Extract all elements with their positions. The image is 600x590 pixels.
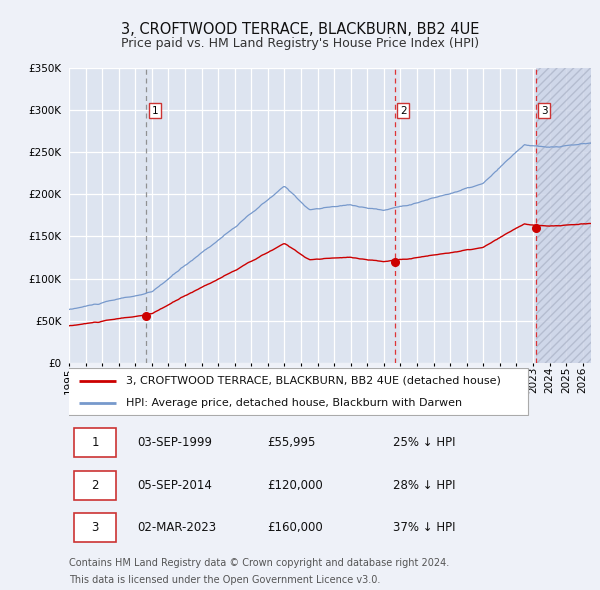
FancyBboxPatch shape (64, 368, 529, 415)
Text: Price paid vs. HM Land Registry's House Price Index (HPI): Price paid vs. HM Land Registry's House … (121, 37, 479, 50)
Bar (74, 513, 116, 542)
Bar (74, 428, 116, 457)
Text: 25% ↓ HPI: 25% ↓ HPI (392, 436, 455, 450)
Text: This data is licensed under the Open Government Licence v3.0.: This data is licensed under the Open Gov… (69, 575, 380, 585)
Text: 05-SEP-2014: 05-SEP-2014 (137, 478, 212, 492)
Text: £120,000: £120,000 (268, 478, 323, 492)
Text: 1: 1 (91, 436, 99, 450)
Text: 02-MAR-2023: 02-MAR-2023 (137, 521, 216, 535)
Bar (536, 68, 591, 363)
Bar (74, 471, 116, 500)
Text: 2: 2 (91, 478, 99, 492)
Text: Contains HM Land Registry data © Crown copyright and database right 2024.: Contains HM Land Registry data © Crown c… (69, 558, 449, 568)
Text: 37% ↓ HPI: 37% ↓ HPI (392, 521, 455, 535)
Text: 1: 1 (151, 106, 158, 116)
Text: 3: 3 (91, 521, 99, 535)
Text: 03-SEP-1999: 03-SEP-1999 (137, 436, 212, 450)
Text: 28% ↓ HPI: 28% ↓ HPI (392, 478, 455, 492)
Text: 3, CROFTWOOD TERRACE, BLACKBURN, BB2 4UE: 3, CROFTWOOD TERRACE, BLACKBURN, BB2 4UE (121, 22, 479, 37)
Text: £55,995: £55,995 (268, 436, 316, 450)
Text: 3, CROFTWOOD TERRACE, BLACKBURN, BB2 4UE (detached house): 3, CROFTWOOD TERRACE, BLACKBURN, BB2 4UE… (127, 376, 501, 386)
Text: HPI: Average price, detached house, Blackburn with Darwen: HPI: Average price, detached house, Blac… (127, 398, 463, 408)
Text: 3: 3 (541, 106, 547, 116)
Text: £160,000: £160,000 (268, 521, 323, 535)
Text: 2: 2 (400, 106, 407, 116)
